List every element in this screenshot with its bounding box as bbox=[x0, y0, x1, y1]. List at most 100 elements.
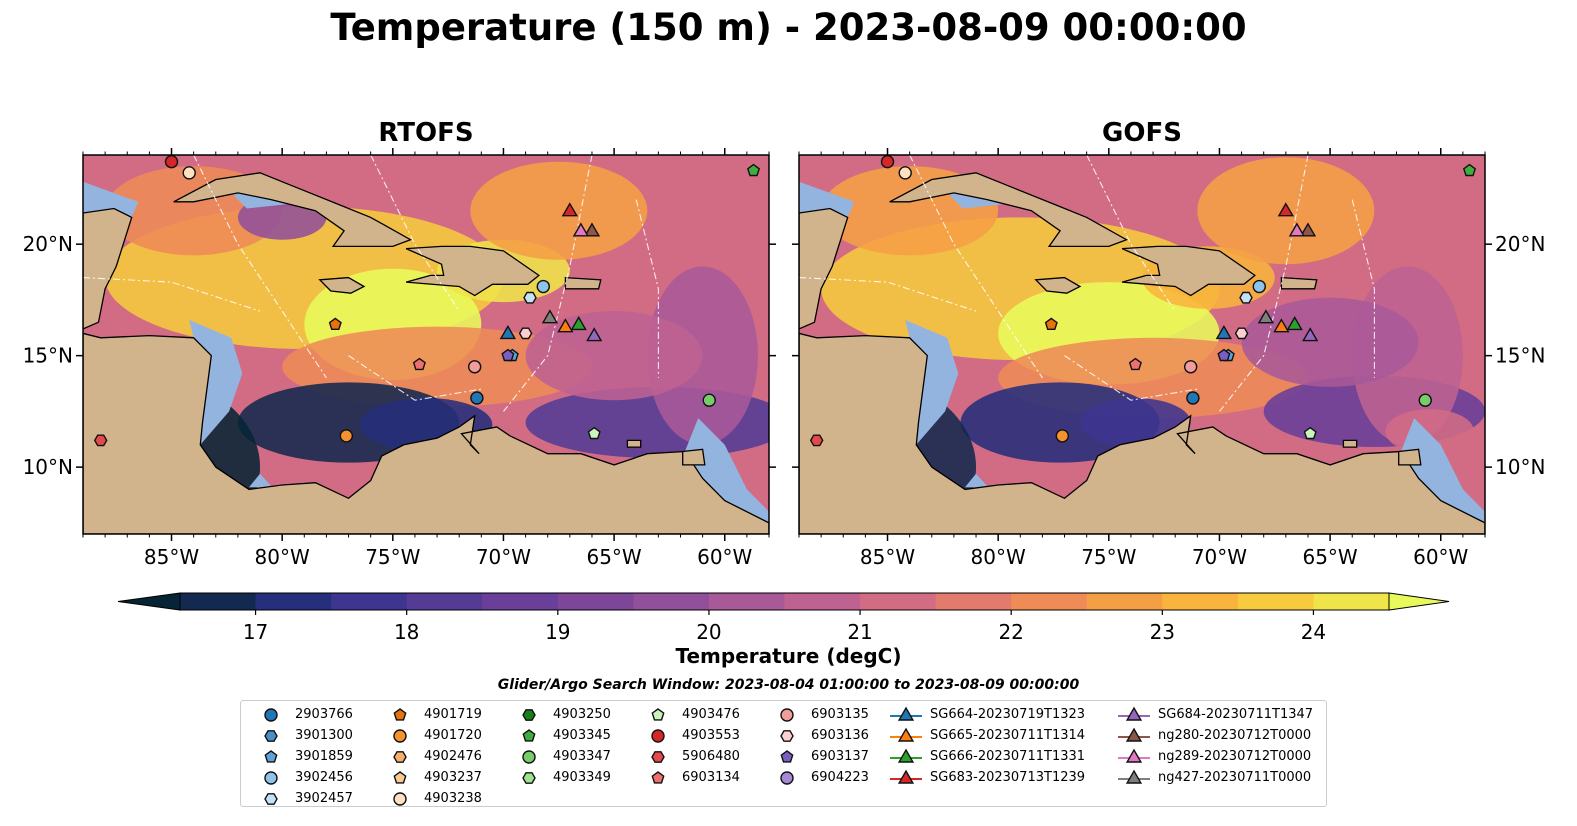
legend-symbol bbox=[780, 771, 794, 785]
float-marker-3902456 bbox=[536, 279, 550, 294]
float-marker-4903553 bbox=[880, 155, 895, 169]
lon-tick-label: 75°W bbox=[1081, 545, 1136, 569]
glider-marker-SG666-20230711T1331 bbox=[570, 315, 587, 331]
panel-title-rtofs: RTOFS bbox=[378, 118, 474, 148]
glider-marker-ng289-20230712T0000 bbox=[572, 222, 590, 237]
legend-marker bbox=[393, 771, 407, 784]
float-marker-5906480 bbox=[809, 434, 824, 447]
legend-label: 5906480 bbox=[682, 749, 740, 764]
panel-title-gofs: GOFS bbox=[1102, 118, 1182, 148]
legend-symbol bbox=[897, 748, 915, 763]
legend-symbol bbox=[393, 751, 407, 763]
legend-marker bbox=[780, 730, 794, 742]
float-marker-6903134 bbox=[1128, 357, 1142, 371]
glider-marker-ng280-20230712T0000 bbox=[583, 222, 601, 237]
legend-label: 4903553 bbox=[682, 728, 740, 743]
land-mass bbox=[958, 133, 991, 149]
glider-marker-SG665-20230711T1314 bbox=[557, 318, 574, 333]
land-mass bbox=[318, 276, 366, 294]
glider-marker-SG665-20230711T1314 bbox=[1273, 318, 1290, 333]
legend-symbol bbox=[1125, 727, 1143, 742]
float-marker-4903476 bbox=[1303, 426, 1317, 440]
glider-marker-SG683-20230713T1239 bbox=[561, 202, 579, 217]
legend-marker bbox=[651, 708, 665, 721]
legend-marker bbox=[1118, 769, 1150, 784]
float-marker-3902457 bbox=[1239, 291, 1253, 304]
lat-tick-label: 20°N bbox=[1495, 232, 1545, 256]
legend-marker bbox=[522, 772, 536, 784]
land-mass bbox=[83, 207, 133, 330]
legend-symbol bbox=[393, 771, 407, 784]
legend-marker bbox=[522, 729, 536, 742]
shelf-area bbox=[1400, 418, 1485, 534]
legend-symbol bbox=[651, 771, 665, 784]
land-mass bbox=[799, 207, 849, 330]
glider-marker-SG664-20230719T1323 bbox=[499, 325, 517, 340]
legend-marker bbox=[264, 750, 278, 763]
land-mass bbox=[889, 172, 1129, 248]
legend-symbol bbox=[393, 708, 407, 721]
lon-tick-label: 60°W bbox=[1413, 545, 1468, 569]
legend-label: 4903476 bbox=[682, 707, 740, 722]
legend-symbol bbox=[651, 729, 665, 743]
glider-marker-ng427-20230711T0000 bbox=[541, 309, 559, 324]
legend-symbol bbox=[522, 772, 536, 784]
colorbar-segment bbox=[180, 593, 257, 610]
legend-symbol bbox=[897, 727, 915, 742]
eez-line bbox=[799, 277, 977, 312]
legend-title: Glider/Argo Search Window: 2023-08-04 01… bbox=[497, 677, 1080, 693]
float-marker-4901719 bbox=[328, 317, 342, 330]
legend-marker bbox=[780, 708, 794, 722]
float-marker-5906480 bbox=[93, 434, 108, 447]
float-marker-6903135 bbox=[1183, 360, 1198, 374]
float-marker-4903553 bbox=[164, 155, 179, 169]
legend-symbol bbox=[522, 709, 536, 721]
land-mass bbox=[1034, 276, 1082, 294]
lat-tick-label: 10°N bbox=[23, 455, 73, 479]
legend-label: 6904223 bbox=[811, 770, 869, 785]
legend-label: 4903250 bbox=[553, 707, 611, 722]
colorbar-extend-high bbox=[1388, 592, 1450, 611]
lon-tick-label: 85°W bbox=[860, 545, 915, 569]
lon-tick-label: 65°W bbox=[586, 545, 641, 569]
float-marker-4903238 bbox=[182, 166, 196, 180]
eez-line bbox=[1086, 155, 1176, 312]
legend-marker bbox=[651, 729, 665, 743]
legend-symbol bbox=[393, 792, 407, 806]
lon-tick-label: 80°W bbox=[971, 545, 1026, 569]
glider-marker-ng427-20230711T0000 bbox=[1257, 309, 1275, 324]
legend-symbol bbox=[393, 729, 407, 743]
shelf-area bbox=[189, 320, 243, 445]
colorbar-segment bbox=[708, 593, 785, 610]
lon-tick-label: 60°W bbox=[697, 545, 752, 569]
shelf-area bbox=[684, 418, 769, 534]
land-mass bbox=[564, 276, 602, 290]
legend-label: 4903349 bbox=[553, 770, 611, 785]
lon-tick-label: 65°W bbox=[1302, 545, 1357, 569]
legend-marker bbox=[393, 729, 407, 743]
float-marker-4903238 bbox=[898, 166, 912, 180]
legend-symbol bbox=[1125, 748, 1143, 763]
colorbar-segment bbox=[784, 593, 861, 610]
legend-symbol bbox=[1125, 769, 1143, 784]
glider-marker-ng280-20230712T0000 bbox=[1299, 222, 1317, 237]
legend-label: 3902457 bbox=[295, 791, 353, 806]
legend-symbol bbox=[522, 750, 536, 764]
land-mass bbox=[242, 133, 275, 149]
legend-marker bbox=[393, 792, 407, 806]
legend: 2903766 3901300 3901859 3902456 3902457 49017… bbox=[240, 700, 1327, 807]
colorbar-segment bbox=[1237, 593, 1314, 610]
map-frame bbox=[82, 154, 770, 535]
colorbar-tick-label: 19 bbox=[545, 620, 570, 644]
float-marker-4903476 bbox=[587, 426, 601, 440]
glider-marker-ng289-20230712T0000 bbox=[1288, 222, 1306, 237]
legend-label: 4903345 bbox=[553, 728, 611, 743]
legend-marker bbox=[890, 769, 922, 784]
legend-label: 6903137 bbox=[811, 749, 869, 764]
float-marker-4901719 bbox=[1044, 317, 1058, 330]
float-marker-2903766 bbox=[1186, 391, 1200, 405]
legend-marker bbox=[264, 771, 278, 785]
legend-marker bbox=[780, 750, 794, 763]
temperature-patch bbox=[1241, 297, 1419, 387]
